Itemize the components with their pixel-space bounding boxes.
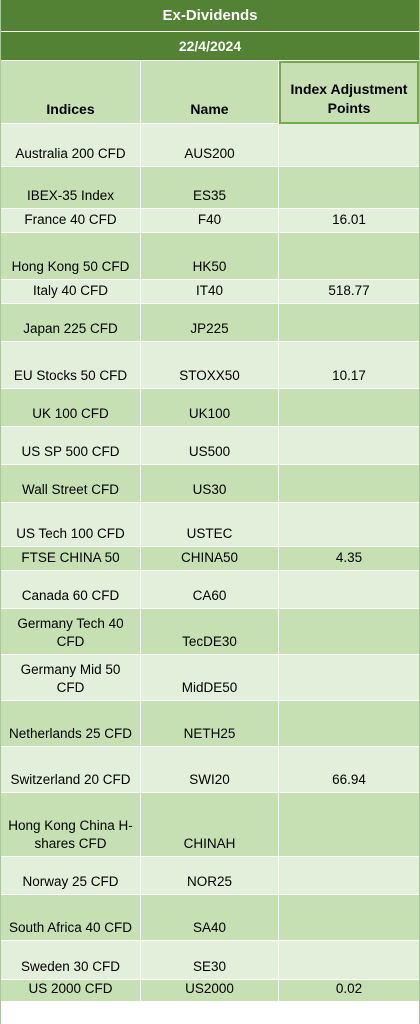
cell-name[interactable]: USTEC bbox=[141, 503, 279, 547]
column-header-row: Indices Name Index Adjustment Points bbox=[1, 60, 419, 124]
cell-points[interactable] bbox=[279, 465, 419, 503]
cell-index[interactable]: Germany Mid 50 CFD bbox=[1, 655, 141, 701]
cell-index[interactable]: EU Stocks 50 CFD bbox=[1, 342, 141, 389]
cell-index[interactable]: US SP 500 CFD bbox=[1, 427, 141, 465]
table-row: IBEX-35 Index ES35 bbox=[1, 167, 419, 209]
cell-index[interactable]: Hong Kong China H-shares CFD bbox=[1, 793, 141, 857]
cell-name[interactable]: TecDE30 bbox=[141, 609, 279, 655]
table-row: Japan 225 CFD JP225 bbox=[1, 304, 419, 342]
table-row: Netherlands 25 CFD NETH25 bbox=[1, 701, 419, 747]
cell-name[interactable]: IT40 bbox=[141, 280, 279, 304]
table-row: UK 100 CFD UK100 bbox=[1, 389, 419, 427]
cell-index[interactable]: US 2000 CFD bbox=[1, 980, 141, 1002]
cell-index[interactable]: Japan 225 CFD bbox=[1, 304, 141, 342]
cell-points[interactable] bbox=[279, 701, 419, 747]
cell-name[interactable]: NETH25 bbox=[141, 701, 279, 747]
cell-points[interactable]: 4.35 bbox=[279, 547, 419, 571]
cell-points[interactable] bbox=[279, 503, 419, 547]
table-row: Hong Kong China H-shares CFD CHINAH bbox=[1, 793, 419, 857]
cell-points[interactable]: 518.77 bbox=[279, 280, 419, 304]
cell-index[interactable]: Germany Tech 40 CFD bbox=[1, 609, 141, 655]
cell-points[interactable] bbox=[279, 124, 419, 167]
table-body: Australia 200 CFD AUS200 IBEX-35 Index ES35… bbox=[1, 124, 419, 1002]
cell-name[interactable]: SA40 bbox=[141, 895, 279, 941]
column-header-name[interactable]: Name bbox=[141, 61, 279, 124]
cell-name[interactable]: ES35 bbox=[141, 167, 279, 209]
table-row: US SP 500 CFD US500 bbox=[1, 427, 419, 465]
table-row: France 40 CFD F40 16.01 bbox=[1, 209, 419, 233]
table-row: Germany Tech 40 CFD TecDE30 bbox=[1, 609, 419, 655]
cell-points[interactable] bbox=[279, 233, 419, 280]
cell-points[interactable]: 10.17 bbox=[279, 342, 419, 389]
cell-index[interactable]: France 40 CFD bbox=[1, 209, 141, 233]
cell-index[interactable]: Switzerland 20 CFD bbox=[1, 747, 141, 793]
table-row: Wall Street CFD US30 bbox=[1, 465, 419, 503]
cell-index[interactable]: Wall Street CFD bbox=[1, 465, 141, 503]
cell-points[interactable]: 0.02 bbox=[279, 980, 419, 1002]
cell-name[interactable]: US2000 bbox=[141, 980, 279, 1002]
cell-points[interactable] bbox=[279, 609, 419, 655]
cell-points[interactable] bbox=[279, 895, 419, 941]
cell-points[interactable] bbox=[279, 571, 419, 609]
table-row: FTSE CHINA 50 CHINA50 4.35 bbox=[1, 547, 419, 571]
cell-index[interactable]: IBEX-35 Index bbox=[1, 167, 141, 209]
cell-points[interactable] bbox=[279, 389, 419, 427]
cell-name[interactable]: STOXX50 bbox=[141, 342, 279, 389]
table-row: Switzerland 20 CFD SWI20 66.94 bbox=[1, 747, 419, 793]
table-date: 22/4/2024 bbox=[1, 32, 419, 60]
cell-name[interactable]: MidDE50 bbox=[141, 655, 279, 701]
cell-points[interactable] bbox=[279, 793, 419, 857]
cell-name[interactable]: UK100 bbox=[141, 389, 279, 427]
cell-index[interactable]: Italy 40 CFD bbox=[1, 280, 141, 304]
cell-name[interactable]: JP225 bbox=[141, 304, 279, 342]
cell-points[interactable] bbox=[279, 857, 419, 895]
column-header-index-adjustment-points[interactable]: Index Adjustment Points bbox=[279, 61, 419, 124]
cell-name[interactable]: CHINA50 bbox=[141, 547, 279, 571]
cell-points[interactable] bbox=[279, 304, 419, 342]
cell-name[interactable]: US30 bbox=[141, 465, 279, 503]
cell-index[interactable]: Sweden 30 CFD bbox=[1, 941, 141, 980]
table-row: US Tech 100 CFD USTEC bbox=[1, 503, 419, 547]
cell-name[interactable]: NOR25 bbox=[141, 857, 279, 895]
cell-name[interactable]: F40 bbox=[141, 209, 279, 233]
table-row: Sweden 30 CFD SE30 bbox=[1, 941, 419, 980]
cell-name[interactable]: CHINAH bbox=[141, 793, 279, 857]
table-row: Canada 60 CFD CA60 bbox=[1, 571, 419, 609]
table-row: Norway 25 CFD NOR25 bbox=[1, 857, 419, 895]
cell-index[interactable]: Australia 200 CFD bbox=[1, 124, 141, 167]
table-row: EU Stocks 50 CFD STOXX50 10.17 bbox=[1, 342, 419, 389]
cell-points[interactable] bbox=[279, 655, 419, 701]
table-row: South Africa 40 CFD SA40 bbox=[1, 895, 419, 941]
cell-index[interactable]: Canada 60 CFD bbox=[1, 571, 141, 609]
cell-index[interactable]: FTSE CHINA 50 bbox=[1, 547, 141, 571]
cell-index[interactable]: UK 100 CFD bbox=[1, 389, 141, 427]
cell-points[interactable]: 66.94 bbox=[279, 747, 419, 793]
cell-name[interactable]: CA60 bbox=[141, 571, 279, 609]
cell-name[interactable]: AUS200 bbox=[141, 124, 279, 167]
cell-index[interactable]: Norway 25 CFD bbox=[1, 857, 141, 895]
cell-name[interactable]: SE30 bbox=[141, 941, 279, 980]
table-row: Hong Kong 50 CFD HK50 bbox=[1, 233, 419, 280]
cell-name[interactable]: SWI20 bbox=[141, 747, 279, 793]
table-title: Ex-Dividends bbox=[1, 0, 419, 32]
table-row: Germany Mid 50 CFD MidDE50 bbox=[1, 655, 419, 701]
cell-points[interactable]: 16.01 bbox=[279, 209, 419, 233]
table-row: Australia 200 CFD AUS200 bbox=[1, 124, 419, 167]
cell-index[interactable]: Hong Kong 50 CFD bbox=[1, 233, 141, 280]
cell-index[interactable]: US Tech 100 CFD bbox=[1, 503, 141, 547]
table-row: Italy 40 CFD IT40 518.77 bbox=[1, 280, 419, 304]
cell-points[interactable] bbox=[279, 941, 419, 980]
cell-index[interactable]: Netherlands 25 CFD bbox=[1, 701, 141, 747]
cell-name[interactable]: HK50 bbox=[141, 233, 279, 280]
table-row: US 2000 CFD US2000 0.02 bbox=[1, 980, 419, 1002]
cell-index[interactable]: South Africa 40 CFD bbox=[1, 895, 141, 941]
cell-points[interactable] bbox=[279, 427, 419, 465]
column-header-indices[interactable]: Indices bbox=[1, 61, 141, 124]
cell-points[interactable] bbox=[279, 167, 419, 209]
cell-name[interactable]: US500 bbox=[141, 427, 279, 465]
